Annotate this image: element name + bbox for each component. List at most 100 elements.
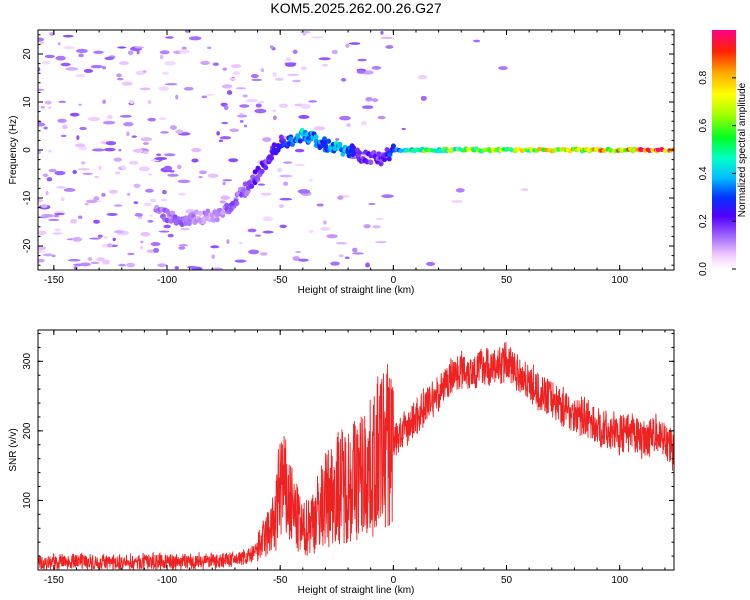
- spectrogram-noise-cell: [352, 252, 364, 255]
- spectrogram-noise-cell: [143, 202, 152, 207]
- spectrogram-noise-cell: [114, 230, 125, 234]
- spectrogram-noise-cell: [180, 227, 191, 231]
- x-tick-label: -50: [273, 275, 288, 286]
- spectrogram-noise-cell: [140, 240, 144, 244]
- spectrogram-noise-cell: [84, 202, 89, 206]
- spectrogram-noise-cell: [38, 250, 46, 254]
- spectrogram-noise-cell: [372, 225, 381, 229]
- spectrogram-noise-cell: [331, 49, 338, 55]
- spectrogram-ridge-cell: [220, 209, 226, 216]
- spectrogram-noise-cell: [294, 163, 306, 167]
- spectrogram-noise-cell: [250, 73, 259, 79]
- spectrogram-noise-cell: [365, 96, 373, 102]
- spectrogram-noise-cell: [292, 49, 298, 54]
- spectrogram-ridge-cell: [170, 210, 176, 216]
- spectrogram-noise-cell: [140, 137, 153, 142]
- spectrogram-noise-cell: [216, 131, 220, 136]
- snr-y-ticks: 100 200 300: [22, 332, 674, 571]
- y-tick-label: -10: [22, 190, 33, 205]
- spectrogram-noise-cell: [38, 245, 47, 251]
- spectrogram-noise-cell: [222, 67, 228, 71]
- spectrogram-noise-cell: [360, 121, 367, 126]
- spectrogram-ridge-cell: [234, 200, 240, 206]
- spectrogram-noise-cell: [157, 263, 167, 267]
- spectrogram-ridge-cell: [337, 143, 343, 149]
- spectrogram-noise-cell: [337, 195, 344, 200]
- snr-x-label: Height of straight line (km): [298, 585, 415, 596]
- spectrogram-noise-cell: [282, 161, 293, 164]
- spectrogram-noise-cell: [276, 167, 283, 173]
- spectrogram-ridge-cell: [386, 156, 392, 162]
- spectrogram-noise-cell: [127, 252, 135, 256]
- spectrogram-noise-cell: [251, 78, 263, 82]
- spectrogram-noise-cell: [375, 217, 384, 221]
- spectrogram-noise-cell: [88, 237, 101, 240]
- spectrogram-noise-cell: [344, 256, 350, 260]
- spectrogram-noise-cell: [126, 131, 130, 137]
- spectrogram-noise-cell: [335, 242, 348, 245]
- spectrogram-ridge-cell: [249, 183, 255, 189]
- spectrogram-noise-cell: [335, 138, 340, 141]
- spectrogram-noise-cell: [352, 247, 358, 253]
- spectrogram-cells: [38, 30, 674, 270]
- spectrogram-noise-cell: [243, 124, 248, 128]
- spectrogram-noise-cell: [198, 176, 203, 179]
- spectrogram-noise-cell: [309, 179, 313, 182]
- spectrogram-noise-cell: [63, 188, 76, 192]
- spectrogram-ridge-cell: [340, 151, 346, 157]
- spectrogram-noise-cell: [361, 105, 374, 110]
- spectrogram-noise-cell: [254, 108, 267, 114]
- spectrogram-noise-cell: [262, 230, 274, 234]
- spectrogram-noise-cell: [41, 213, 54, 218]
- spectrogram-noise-cell: [178, 246, 186, 250]
- spectrogram-noise-cell: [219, 136, 232, 140]
- spectrogram-noise-cell: [220, 195, 231, 200]
- spectrogram-noise-cell: [426, 261, 436, 267]
- spectrogram-noise-cell: [262, 137, 272, 142]
- spectrogram-noise-cell: [149, 214, 153, 217]
- spectrogram-ridge-cell: [313, 134, 319, 140]
- spectrogram-noise-cell: [385, 45, 394, 49]
- spectrogram-noise-cell: [272, 72, 278, 77]
- spectrogram-noise-cell: [102, 65, 107, 70]
- spectrogram-noise-cell: [200, 60, 210, 65]
- spectrogram-noise-cell: [90, 64, 103, 69]
- spectrogram-noise-cell: [211, 254, 216, 260]
- spectrogram-noise-cell: [118, 148, 122, 152]
- spectrogram-noise-cell: [60, 134, 67, 138]
- spectrogram-noise-cell: [221, 84, 233, 89]
- spectrogram-ridge-cell: [193, 209, 199, 215]
- colorbar-tick-label: 0.4: [698, 166, 709, 180]
- spectrogram-noise-cell: [38, 258, 45, 263]
- spectrogram-noise-cell: [167, 233, 174, 238]
- spectrogram-noise-cell: [229, 77, 236, 81]
- spectrogram-noise-cell: [161, 72, 170, 75]
- spectrogram-noise-cell: [239, 241, 243, 245]
- spectrogram-noise-cell: [420, 95, 427, 101]
- spectrogram-noise-cell: [417, 74, 428, 80]
- spectrogram-noise-cell: [139, 245, 144, 250]
- spectrogram-noise-cell: [52, 232, 63, 235]
- spectrogram-ridge-cell: [619, 147, 625, 153]
- spectrogram-noise-cell: [102, 120, 116, 125]
- spectrogram-noise-cell: [191, 147, 202, 153]
- spectrogram-noise-cell: [222, 179, 233, 182]
- spectrogram-noise-cell: [223, 105, 229, 111]
- spectrogram-noise-cell: [339, 115, 351, 121]
- spectrogram-noise-cell: [320, 226, 331, 231]
- spectrogram-ridge-cell: [205, 208, 211, 214]
- spectrogram-noise-cell: [113, 204, 123, 207]
- spectrogram-noise-cell: [159, 54, 164, 60]
- spectrogram-noise-cell: [147, 117, 156, 122]
- figure-title: KOM5.2025.262.00.26.G27: [270, 0, 441, 16]
- spectrogram-noise-cell: [262, 216, 273, 222]
- spectrogram-noise-cell: [175, 129, 184, 134]
- spectrogram-noise-cell: [53, 214, 60, 218]
- spectrogram-noise-cell: [62, 124, 68, 130]
- spectrogram-noise-cell: [191, 158, 199, 163]
- spectrogram-ridge-cell: [252, 169, 258, 175]
- spectrogram-noise-cell: [127, 50, 134, 56]
- spectrogram-noise-cell: [87, 257, 93, 261]
- spectrogram-noise-cell: [272, 115, 277, 121]
- snr-y-label: SNR (v/v): [8, 428, 19, 471]
